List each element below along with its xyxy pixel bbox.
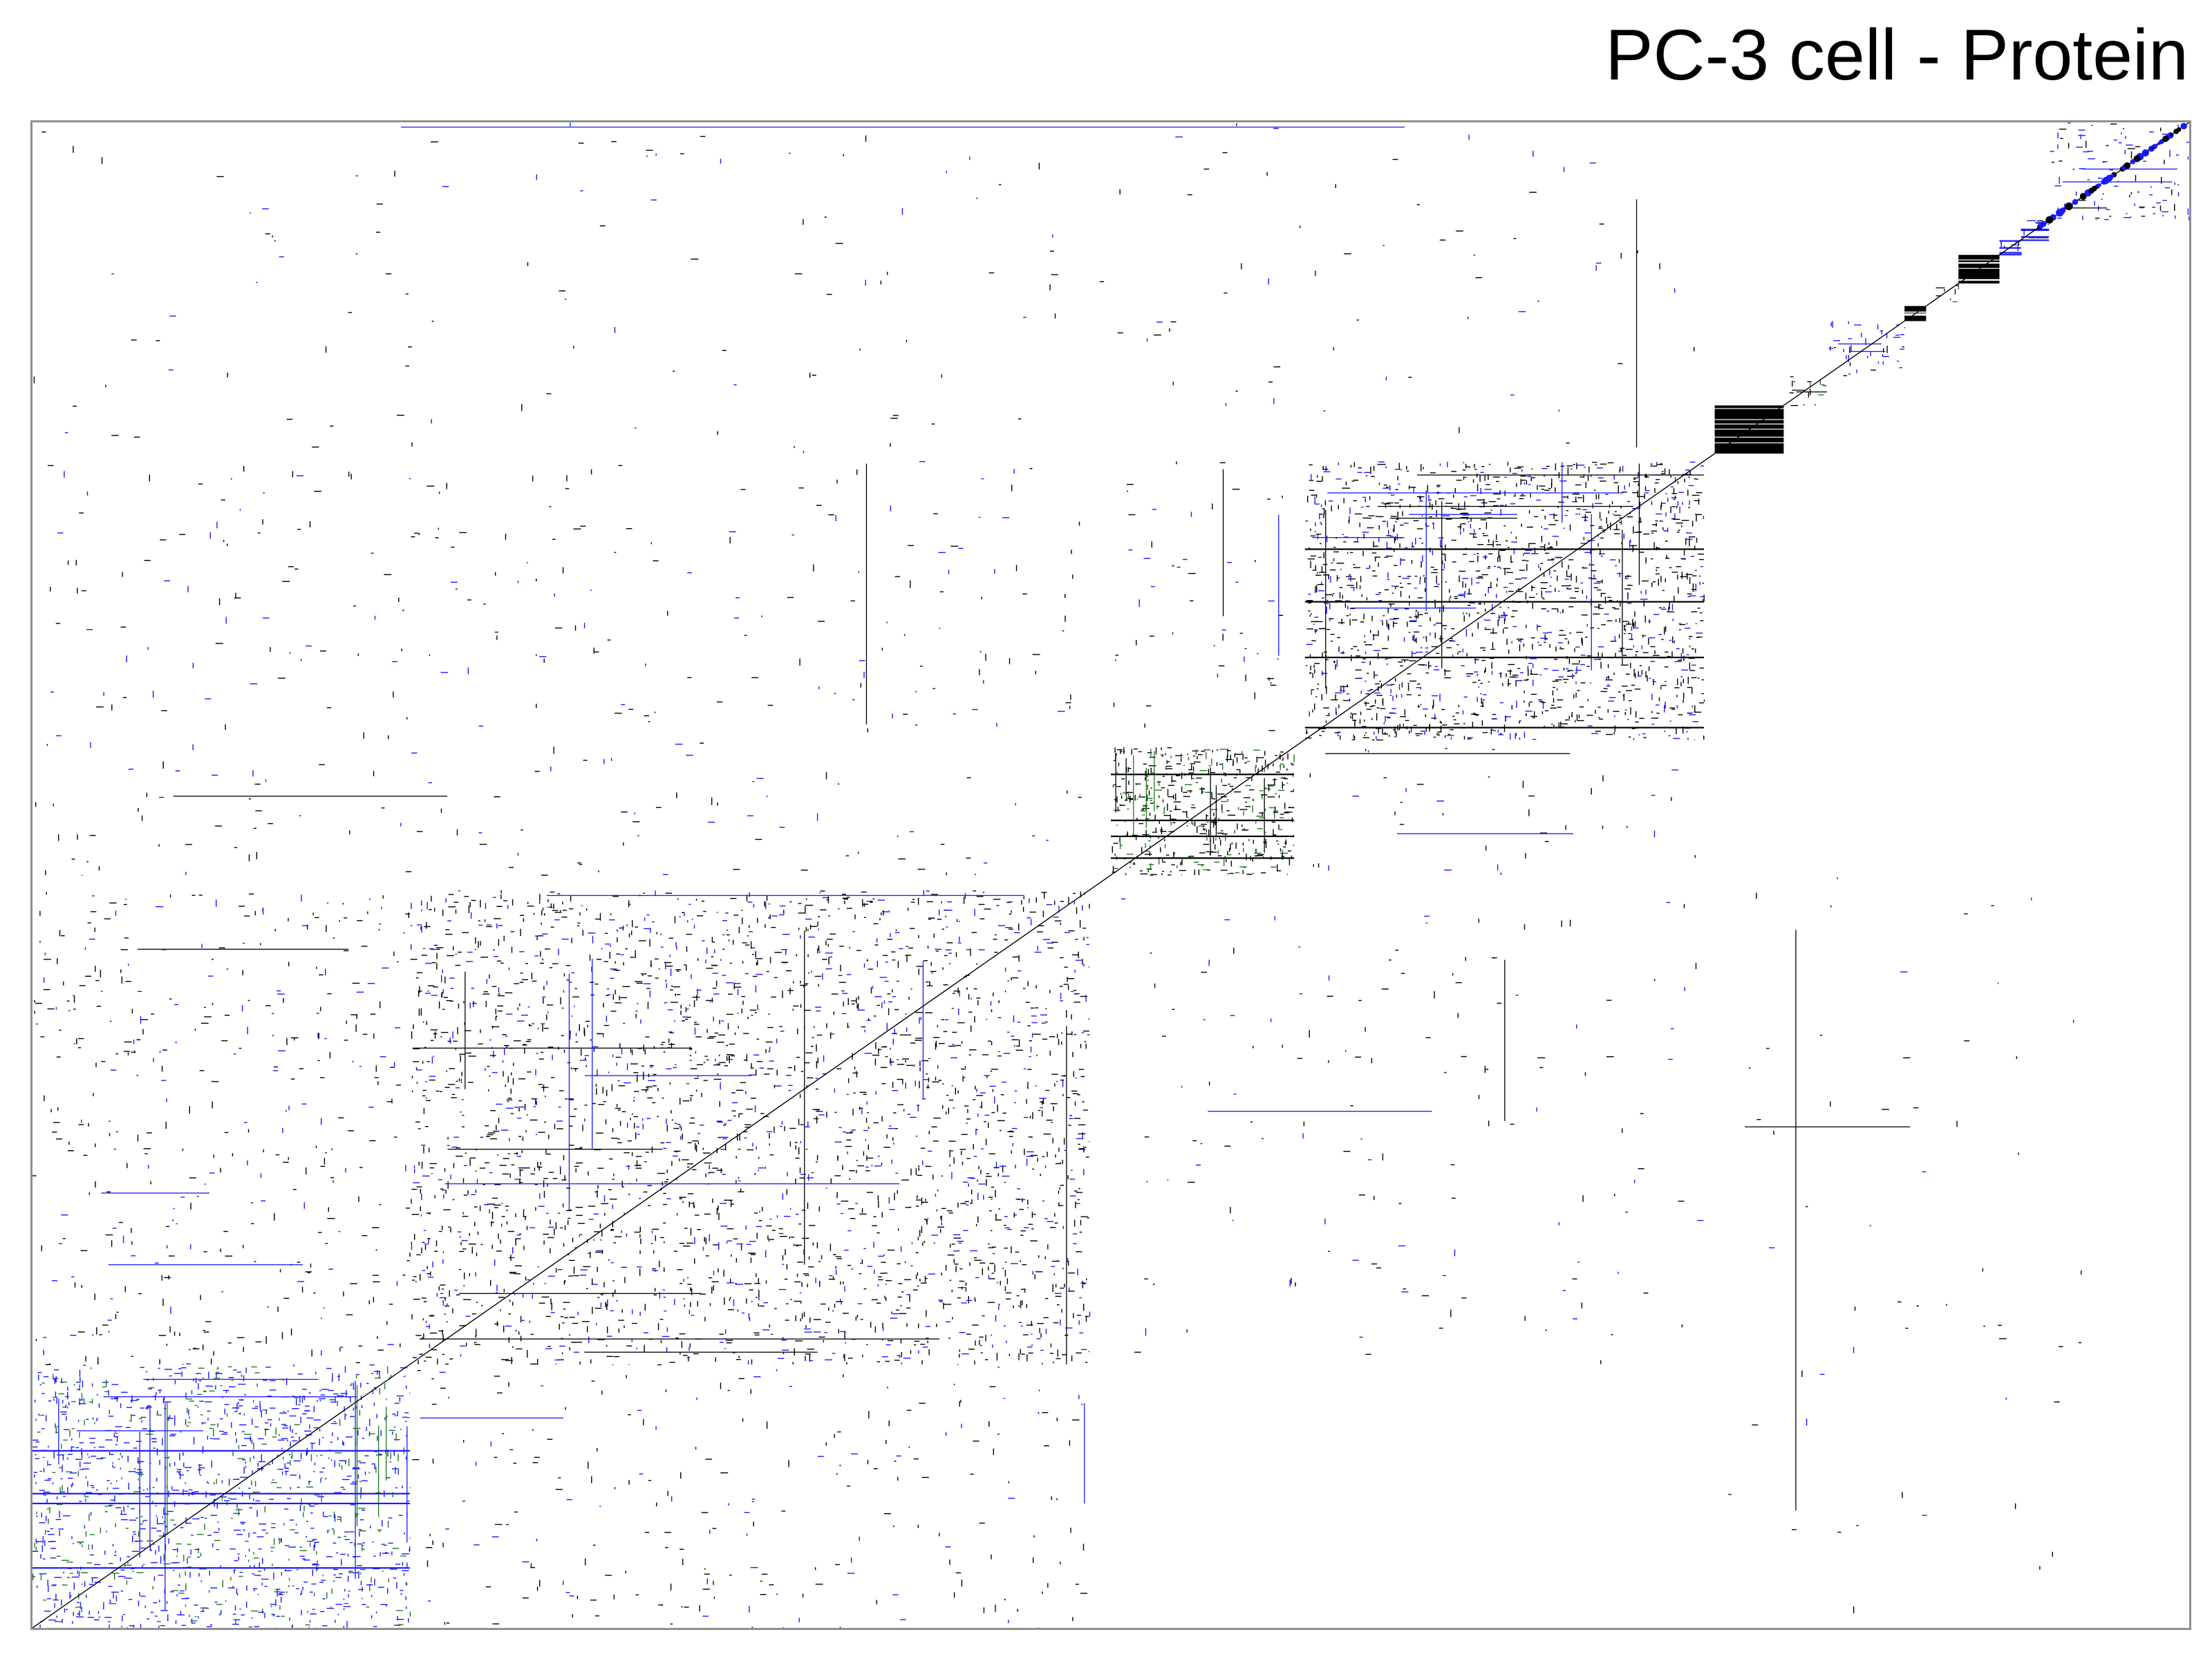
- off-diagonal-region-7: [33, 122, 1695, 453]
- chart-title: PC-3 cell - Protein: [1605, 15, 2188, 95]
- diagonal-block-13: [2050, 122, 2189, 221]
- heatmap-plot-area: [30, 120, 2191, 1630]
- diagonal-block-9: [1936, 283, 1960, 303]
- diagonal-line: [32, 122, 2189, 1628]
- off-diagonal-region-2: [32, 892, 411, 1365]
- off-diagonal-region-1: [412, 1367, 1087, 1628]
- heatmap-svg: [32, 122, 2189, 1628]
- diagonal-block-7: [1828, 321, 1906, 377]
- diagonal-block-6: [1789, 376, 1827, 406]
- diagonal-block-1: [32, 1364, 411, 1628]
- diagonal-block-2: [410, 890, 1091, 1366]
- off-diagonal-region-4: [35, 461, 1082, 876]
- off-diagonal-region-6: [1309, 748, 1696, 875]
- off-diagonal-region-3: [1121, 898, 1704, 1365]
- diagonal-block-3: [1111, 747, 1295, 877]
- off-diagonal-region-8: [1728, 877, 2082, 1613]
- diagonal-block-4: [1304, 461, 1705, 741]
- diagonal-dots: [2037, 122, 2187, 229]
- off-diagonal-region-5: [1113, 461, 1283, 731]
